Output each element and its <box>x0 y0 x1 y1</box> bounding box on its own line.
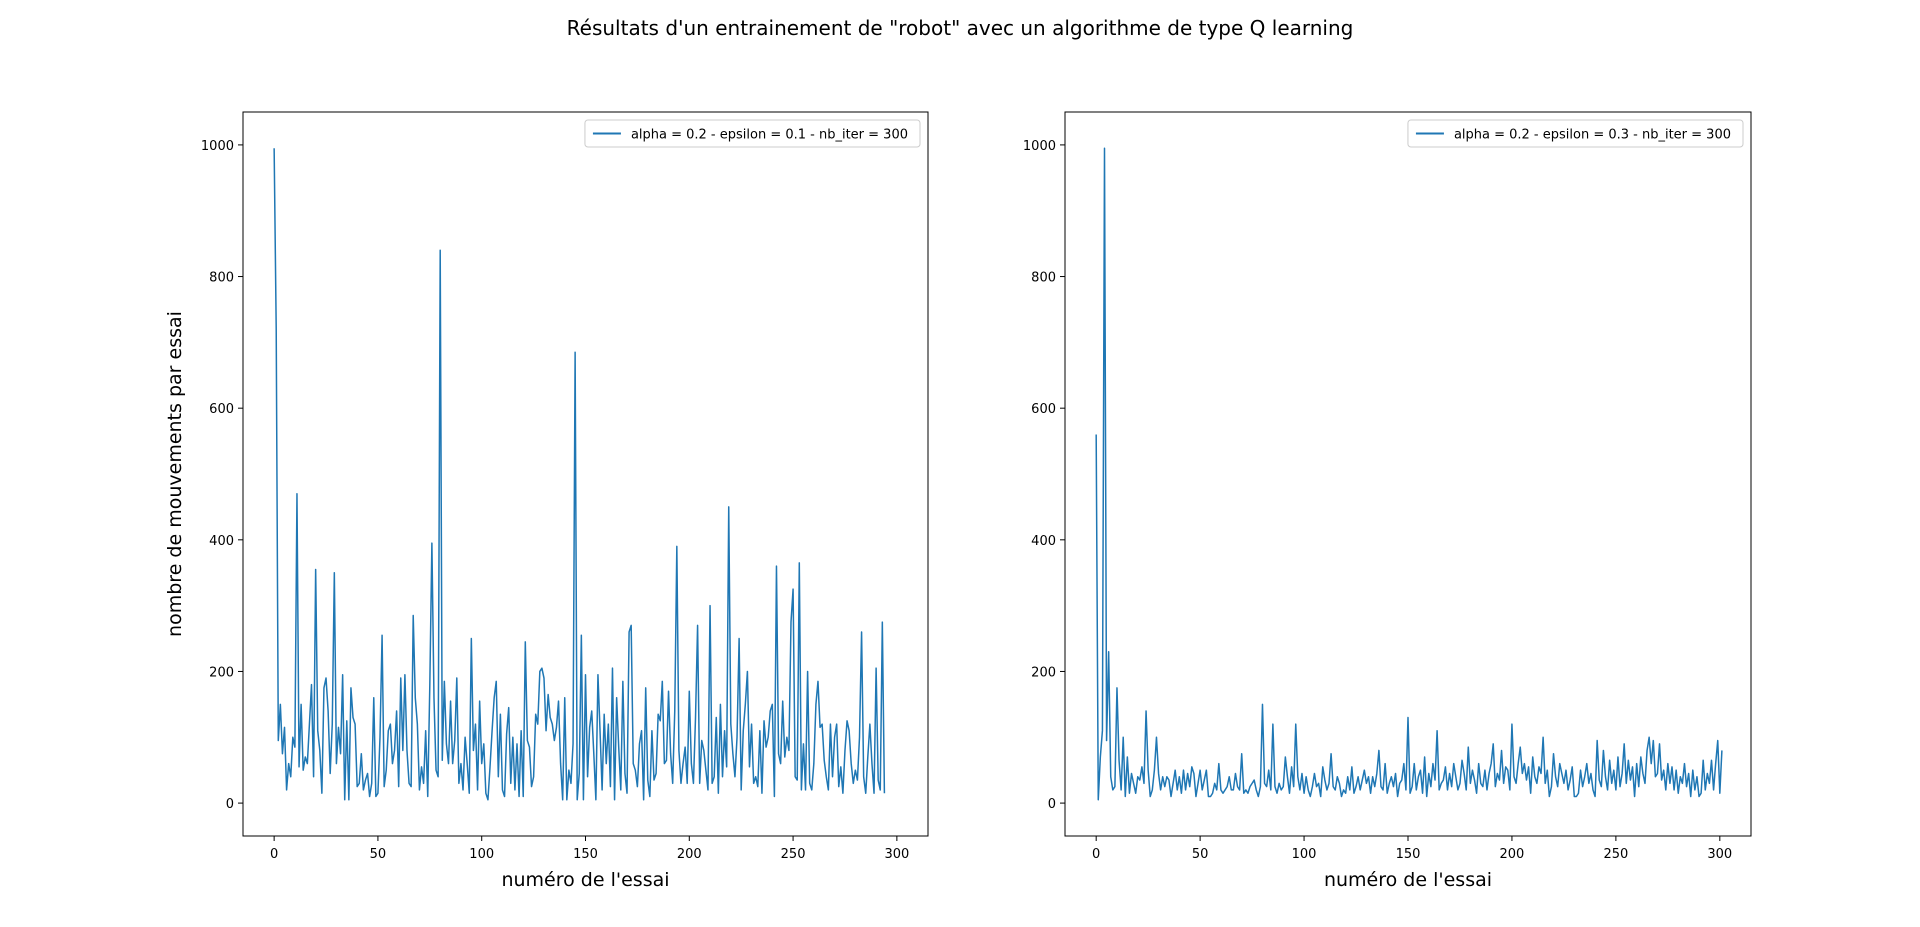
x-tick-label: 300 <box>1707 847 1732 862</box>
y-axis-label: nombre de mouvements par essai <box>164 311 186 637</box>
y-tick-label: 800 <box>1031 271 1056 286</box>
x-tick-label: 300 <box>884 847 909 862</box>
x-tick-label: 200 <box>1500 847 1525 862</box>
plot-2: 0 50 100 150 200 250 300 0 200 400 600 800 1000 numér… <box>1023 111 1752 891</box>
x-tick-label: 100 <box>1292 847 1317 862</box>
x-tick-label: 250 <box>1603 847 1628 862</box>
x-tick-label: 0 <box>1092 847 1100 862</box>
x-tick-label: 200 <box>677 847 702 862</box>
x-tick-label: 150 <box>573 847 598 862</box>
y-tick-label: 200 <box>209 665 234 680</box>
series-line-1 <box>1095 147 1723 801</box>
x-axis-label: numéro de l'essai <box>501 869 669 891</box>
legend: alpha = 0.2 - epsilon = 0.1 - nb_iter = … <box>584 119 921 148</box>
x-tick-label: 50 <box>370 847 387 862</box>
legend-label: alpha = 0.2 - epsilon = 0.3 - nb_iter = … <box>1454 128 1731 143</box>
y-tick-label: 200 <box>1031 665 1056 680</box>
legend: alpha = 0.2 - epsilon = 0.3 - nb_iter = … <box>1407 119 1744 148</box>
legend-label: alpha = 0.2 - epsilon = 0.1 - nb_iter = … <box>631 128 908 143</box>
y-tick-label: 1000 <box>201 139 234 154</box>
legend-box <box>584 119 921 148</box>
x-axis-label: numéro de l'essai <box>1324 869 1492 891</box>
x-tick-label: 100 <box>469 847 494 862</box>
x-tick-label: 50 <box>1192 847 1209 862</box>
y-tick-label: 600 <box>1031 402 1056 417</box>
axes-frame <box>242 111 929 837</box>
y-tick-label: 1000 <box>1023 139 1056 154</box>
plots: 0 50 100 150 200 250 30002004006008001000numér… <box>164 111 1752 891</box>
y-tick-label: 400 <box>209 534 234 549</box>
y-tick-label: 600 <box>209 402 234 417</box>
y-tick-label: 800 <box>209 271 234 286</box>
y-tick-label: 0 <box>1048 797 1056 812</box>
x-tick-label: 0 <box>270 847 278 862</box>
series-line-1 <box>273 148 886 801</box>
y-tick-label: 400 <box>1031 534 1056 549</box>
x-tick-label: 150 <box>1396 847 1421 862</box>
legend-box <box>1407 119 1744 148</box>
y-tick-label: 0 <box>226 797 234 812</box>
x-tick-label: 250 <box>781 847 806 862</box>
plot-1: 0 50 100 150 200 250 300 0 200 400 600 800 1000 numér… <box>164 111 929 891</box>
figure-title: Résultats d'un entrainement de "robot" a… <box>567 16 1354 40</box>
